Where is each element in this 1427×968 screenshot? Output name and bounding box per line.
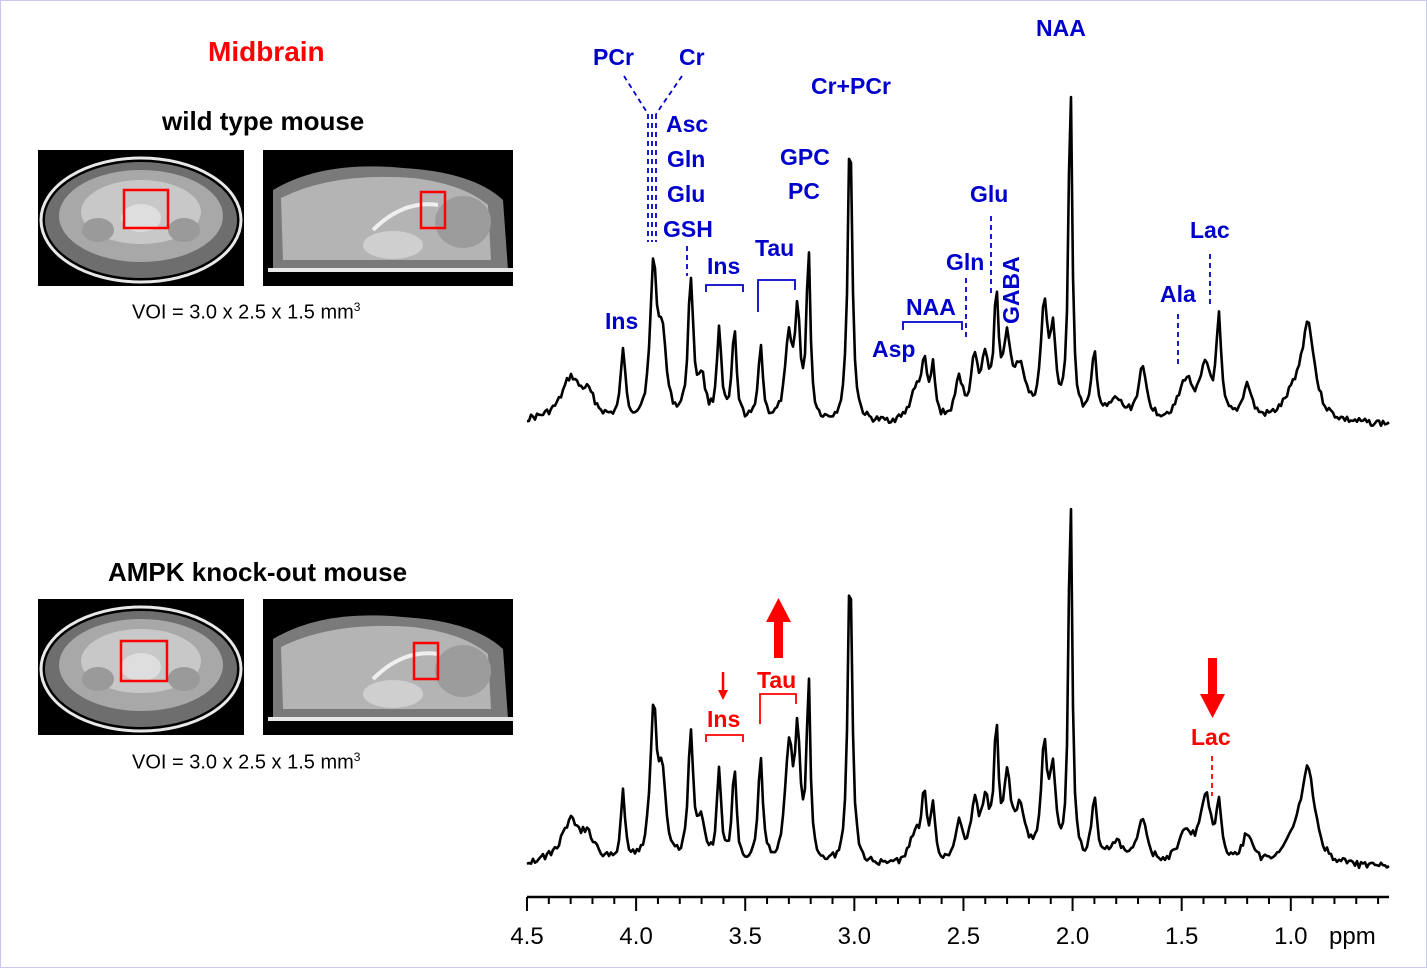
ko-label-tau: Tau [757,667,796,693]
wt-voi-exponent: 3 [353,300,361,314]
wt-label-naa: NAA [1036,15,1086,41]
tick-label: 1.5 [1165,923,1198,950]
ko-sagittal-mri-image [263,599,513,735]
tick-label: 2.5 [947,923,980,950]
wt-label-ala: Ala [1160,281,1196,307]
ppm-axis: 4.5 4.0 3.5 3.0 2.5 2.0 1.5 1.0 ppm [510,895,1389,950]
ko-coronal-voi-box [119,639,169,683]
tick-label: 1.0 [1274,923,1307,950]
wt-coronal-voi-box [122,188,170,230]
ampk-ko-label: AMPK knock-out mouse [108,557,408,587]
ko-label-ins: Ins [707,706,740,732]
tau-up-arrow-shaft [774,618,783,658]
tick-label: 4.0 [619,923,652,950]
wt-label-asc: Asc [666,111,708,137]
lac-down-arrow-shaft [1208,658,1217,698]
wt-spectrum-trace [526,95,1390,428]
wt-label-gln: Gln [667,146,705,172]
ko-sagittal-voi-box [412,641,440,681]
wt-voi-value: VOI = 3.0 x 2.5 x 1.5 mm [132,301,354,324]
wt-label-cr-pcr: Cr+PCr [811,73,891,99]
wt-voi-text: VOI = 3.0 x 2.5 x 1.5 mm3 [132,300,360,325]
wt-coronal-mri-image [38,150,244,286]
wt-label-asp: Asp [872,336,915,362]
tick-label: 2.0 [1056,923,1089,950]
wt-label-glu: Glu [667,181,705,207]
tick-label: 3.5 [729,923,762,950]
tick-label: 4.5 [510,923,543,950]
wt-label-pcr: PCr [593,44,634,70]
ko-annotation-lines [705,672,1213,796]
wt-label-gpc: GPC [780,144,830,170]
wt-label-glu-right: Glu [970,181,1008,207]
ko-peak-labels: Ins Tau Lac [707,667,1231,750]
wt-label-tau: Tau [755,235,794,261]
axis-unit-label: ppm [1329,923,1376,950]
wt-label-cr: Cr [679,44,705,70]
tick-label: 3.0 [838,923,871,950]
wt-annotation-lines [623,75,1211,368]
ins-down-arrow-icon [718,690,728,700]
wt-label-naa-small: NAA [906,294,956,320]
figure-title: Midbrain [208,36,325,67]
lac-down-arrow-icon [1200,694,1225,718]
wt-label-gln-right: Gln [946,249,984,275]
wt-label-pc: PC [788,178,820,204]
ko-voi-value: VOI = 3.0 x 2.5 x 1.5 mm [132,751,354,774]
ko-voi-exponent: 3 [353,750,361,764]
wt-sagittal-mri-image [263,150,513,286]
ko-spectrum-trace [526,507,1390,870]
wt-label-ins-left: Ins [605,308,638,334]
wt-peak-labels: PCr Cr Asc Gln Glu GSH Ins Ins Tau GPC P… [593,15,1230,362]
wt-label-gaba: GABA [998,256,1024,324]
wt-label-gsh: GSH [663,216,713,242]
wild-type-label: wild type mouse [162,106,365,136]
ko-coronal-mri-image [38,599,244,735]
wt-label-ins: Ins [707,253,740,279]
tau-up-arrow-icon [766,598,791,622]
ko-voi-text: VOI = 3.0 x 2.5 x 1.5 mm3 [132,750,360,775]
wt-label-lac: Lac [1190,217,1230,243]
ko-label-lac: Lac [1191,724,1231,750]
wt-sagittal-voi-box [419,190,447,230]
